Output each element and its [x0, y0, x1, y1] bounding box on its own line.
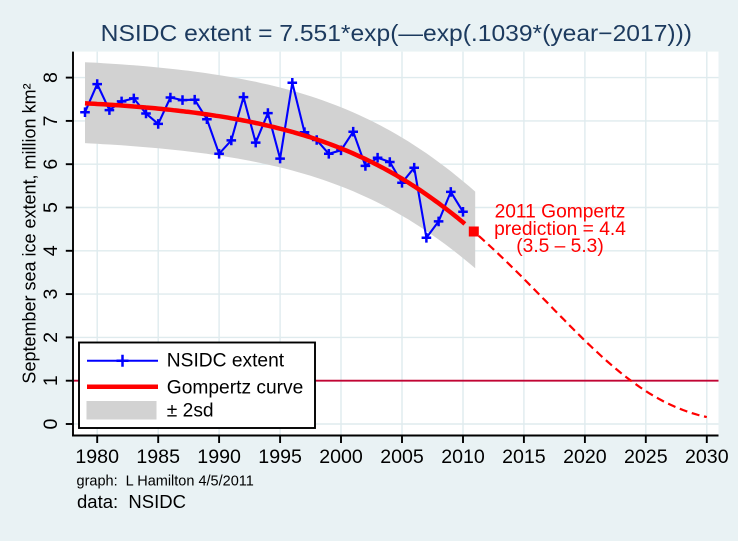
- svg-text:1985: 1985: [136, 446, 180, 468]
- svg-text:Gompertz curve: Gompertz curve: [167, 377, 303, 398]
- svg-text:1990: 1990: [197, 446, 241, 468]
- svg-text:NSIDC extent = 7.551*exp(—ex: NSIDC extent = 7.551*exp(—exp(.1039*(yea…: [101, 20, 692, 46]
- svg-text:prediction = 4.4: prediction = 4.4: [494, 219, 626, 240]
- svg-text:7: 7: [40, 115, 62, 126]
- svg-text:5: 5: [40, 202, 62, 213]
- svg-text:± 2sd: ± 2sd: [167, 401, 214, 422]
- svg-text:1: 1: [40, 375, 62, 386]
- svg-text:2025: 2025: [624, 446, 668, 468]
- svg-text:3: 3: [40, 289, 62, 300]
- svg-text:2020: 2020: [563, 446, 607, 468]
- svg-text:September sea ice extent, mill: September sea ice extent, million km²: [19, 83, 39, 383]
- svg-text:1995: 1995: [258, 446, 302, 468]
- svg-text:(3.5 – 5.3): (3.5 – 5.3): [516, 236, 603, 257]
- svg-text:4: 4: [40, 245, 62, 256]
- svg-text:8: 8: [40, 72, 62, 83]
- svg-text:0: 0: [40, 418, 62, 429]
- svg-text:2005: 2005: [380, 446, 424, 468]
- svg-text:2015: 2015: [502, 446, 546, 468]
- svg-text:2010: 2010: [441, 446, 485, 468]
- svg-text:2011 Gompertz: 2011 Gompertz: [495, 202, 626, 223]
- svg-text:2000: 2000: [319, 446, 363, 468]
- svg-text:graph: L Hamilton 4/5/2011: graph: L Hamilton 4/5/2011: [77, 474, 254, 490]
- svg-text:2030: 2030: [685, 446, 729, 468]
- svg-text:6: 6: [40, 159, 62, 170]
- svg-text:NSIDC extent: NSIDC extent: [167, 351, 285, 372]
- svg-text:1980: 1980: [75, 446, 119, 468]
- svg-text:2: 2: [40, 332, 62, 343]
- svg-text:data: NSIDC: data: NSIDC: [77, 491, 186, 512]
